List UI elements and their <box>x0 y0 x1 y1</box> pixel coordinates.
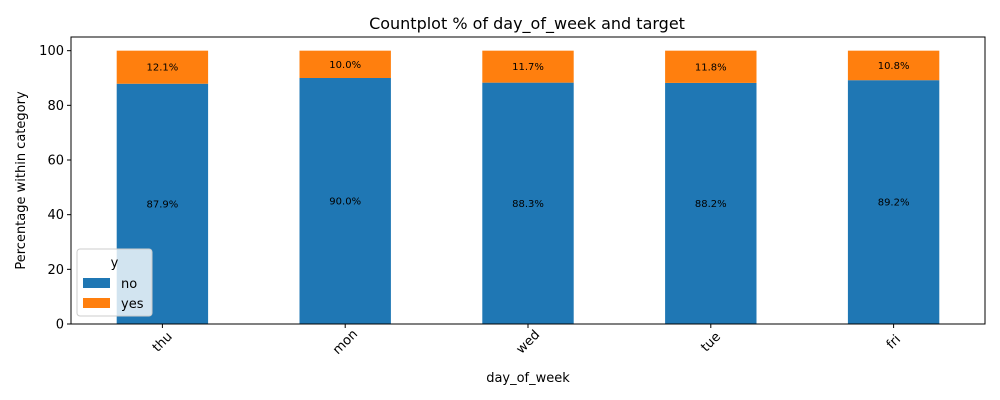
bar-labels-layer: 87.9% 12.1% 90.0% 10.0% 88.3% 11.7% 88.2% 11.8%… <box>147 60 910 211</box>
y-tick-label: 0 <box>56 318 64 333</box>
legend-title: y <box>111 256 119 271</box>
x-tick-label-thu: thu <box>150 329 176 355</box>
legend-swatch-yes <box>83 298 110 308</box>
bar-label-no-thu: 87.9% <box>147 199 179 210</box>
bar-label-no-wed: 88.3% <box>512 199 544 210</box>
y-tick-label: 60 <box>47 154 64 169</box>
x-tick-label-fri: fri <box>884 332 904 352</box>
bar-no-mon <box>299 78 391 324</box>
x-tick-label-wed: wed <box>514 328 544 358</box>
y-axis-label: Percentage within category <box>14 91 29 270</box>
legend-label-yes: yes <box>121 297 144 312</box>
bar-no-fri <box>847 80 940 324</box>
y-tick-label: 100 <box>39 44 64 59</box>
y-axis: 0 20 40 60 80 100 <box>39 44 71 333</box>
bar-no-tue <box>665 82 757 324</box>
x-tick-label-mon: mon <box>330 327 361 358</box>
y-tick-label: 40 <box>47 208 64 223</box>
bar-label-no-tue: 88.2% <box>695 199 727 210</box>
bar-label-yes-thu: 12.1% <box>147 63 179 74</box>
bar-yes-thu <box>116 50 209 84</box>
legend: y no yes <box>76 248 153 317</box>
plot-frame <box>70 36 986 325</box>
bar-yes-wed <box>482 50 574 83</box>
legend-label-no: no <box>121 277 137 292</box>
bar-label-no-mon: 90.0% <box>329 197 361 208</box>
y-tick-label: 80 <box>47 99 64 114</box>
bar-yes-mon <box>299 50 391 78</box>
bar-label-yes-wed: 11.7% <box>512 62 544 73</box>
chart-title: Countplot % of day_of_week and target <box>369 14 685 34</box>
bar-yes-fri <box>847 50 940 81</box>
bar-label-yes-tue: 11.8% <box>695 62 727 73</box>
x-axis-label: day_of_week <box>486 371 570 386</box>
bar-yes-tue <box>665 50 757 83</box>
x-tick-label-tue: tue <box>698 330 724 356</box>
bar-label-no-fri: 89.2% <box>878 198 910 209</box>
bar-no-wed <box>482 82 574 324</box>
y-tick-label: 20 <box>47 263 64 278</box>
bar-label-yes-fri: 10.8% <box>878 61 910 72</box>
legend-items: no yes <box>83 277 144 312</box>
bar-label-yes-mon: 10.0% <box>329 60 361 71</box>
legend-swatch-no <box>83 278 110 288</box>
bars-layer <box>116 50 940 325</box>
x-axis: thu mon wed tue fri <box>150 324 904 358</box>
